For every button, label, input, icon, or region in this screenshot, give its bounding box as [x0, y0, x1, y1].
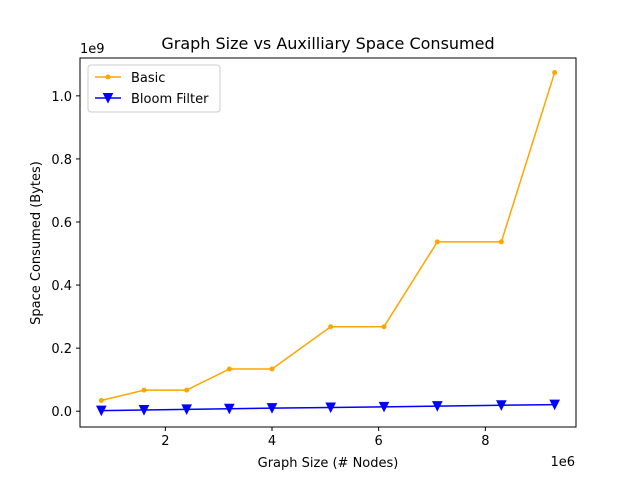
data-point: [184, 387, 190, 393]
legend-label: Basic: [131, 71, 165, 86]
data-point: [266, 403, 278, 414]
x-tick-label: 2: [161, 434, 169, 449]
series-line: [101, 403, 555, 412]
data-point: [434, 239, 440, 245]
chart-title: Graph Size vs Auxilliary Space Consumed: [161, 34, 494, 53]
x-tick-label: 6: [375, 434, 383, 449]
data-point: [498, 239, 504, 245]
y-tick-label: 1.0: [51, 90, 72, 105]
data-point: [549, 399, 560, 411]
data-point: [432, 401, 443, 412]
x-axis-label: Graph Size (# Nodes): [258, 456, 399, 471]
axis-ticks: 2 4 6 8 0.0 0.2 0.4 0.6 0.8 1.0: [51, 90, 489, 449]
data-point: [328, 324, 334, 330]
data-point: [496, 400, 507, 411]
data-point: [269, 366, 275, 372]
series-bloom-filter: [96, 399, 560, 417]
y-tick-label: 0.0: [51, 405, 72, 420]
data-point: [141, 387, 147, 393]
data-point: [138, 404, 150, 416]
legend: Basic Bloom Filter: [87, 64, 221, 113]
series-basic: [98, 70, 558, 404]
data-point: [98, 398, 104, 404]
legend-swatch-marker: [105, 74, 111, 80]
y-axis-offset-label: 1e9: [80, 42, 105, 57]
data-point: [224, 403, 235, 415]
data-point: [325, 402, 336, 414]
series-line: [101, 72, 556, 402]
x-tick-label: 8: [481, 434, 489, 449]
series-layer: [96, 70, 560, 417]
data-point: [378, 401, 390, 413]
plot-area-frame: [79, 57, 577, 428]
y-axis-label: Space Consumed (Bytes): [29, 161, 44, 325]
x-tick-label: 4: [268, 434, 276, 449]
legend-label: Bloom Filter: [131, 92, 209, 107]
data-point: [226, 366, 232, 372]
data-point: [381, 324, 387, 330]
y-tick-label: 0.8: [51, 153, 72, 168]
y-tick-label: 0.4: [51, 279, 72, 294]
legend-swatch-marker: [102, 93, 114, 104]
data-point: [96, 405, 107, 417]
y-tick-label: 0.6: [51, 216, 72, 231]
data-point: [552, 70, 558, 76]
x-axis-offset-label: 1e6: [550, 455, 575, 470]
data-point: [181, 404, 192, 415]
y-tick-label: 0.2: [51, 342, 72, 357]
